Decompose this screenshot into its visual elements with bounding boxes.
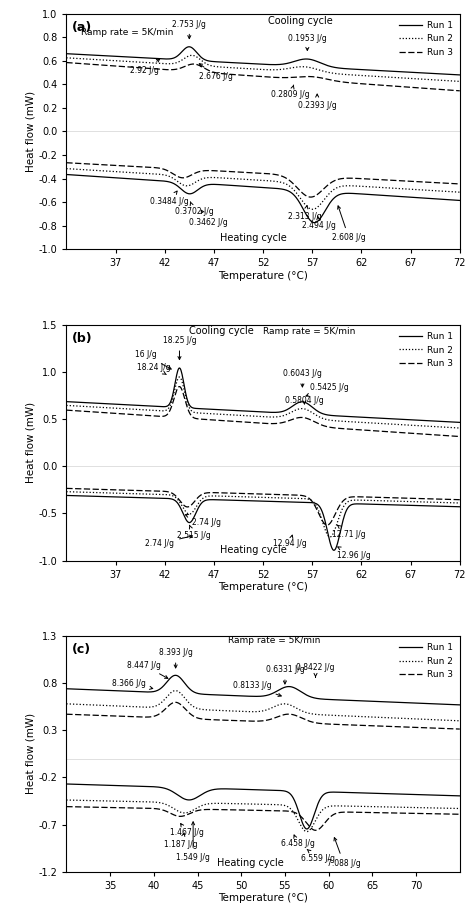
X-axis label: Temperature (°C): Temperature (°C) [218,271,308,281]
Y-axis label: Heat flow (mW): Heat flow (mW) [26,91,36,172]
Text: 0.5804 J/g: 0.5804 J/g [285,396,324,405]
Text: 18.25 J/g: 18.25 J/g [163,336,196,360]
Text: Ramp rate = 5K/min: Ramp rate = 5K/min [263,327,356,336]
Y-axis label: Heat flow (mW): Heat flow (mW) [26,402,36,483]
Text: 2.753 J/g: 2.753 J/g [173,20,206,39]
Y-axis label: Heat flow (mW): Heat flow (mW) [26,714,36,794]
Text: 0.8133 J/g: 0.8133 J/g [233,681,281,696]
Text: 12.94 J/g: 12.94 J/g [273,535,307,548]
Text: Heating cycle: Heating cycle [220,545,287,555]
Text: 6.458 J/g: 6.458 J/g [281,835,314,848]
Text: Ramp rate = 5K/min: Ramp rate = 5K/min [81,28,173,37]
Text: 2.74 J/g: 2.74 J/g [145,535,192,548]
Text: 0.3484 J/g: 0.3484 J/g [150,191,189,205]
Text: 0.3702 J/g: 0.3702 J/g [174,202,213,216]
Text: 0.2809 J/g: 0.2809 J/g [271,85,310,100]
Text: Cooling cycle: Cooling cycle [189,326,254,336]
Text: Heating cycle: Heating cycle [217,858,283,868]
Text: 2.92 J/g: 2.92 J/g [130,59,160,74]
Legend: Run 1, Run 2, Run 3: Run 1, Run 2, Run 3 [397,18,455,60]
Text: 1.549 J/g: 1.549 J/g [176,822,210,862]
Text: 16 J/g: 16 J/g [135,350,171,369]
Text: 1.187 J/g: 1.187 J/g [164,834,198,849]
Text: Ramp rate = 5K/min: Ramp rate = 5K/min [228,637,320,646]
Text: 8.393 J/g: 8.393 J/g [159,648,192,668]
Text: (c): (c) [72,643,91,656]
Text: 18.24 J/g: 18.24 J/g [137,362,171,374]
Text: 1.467 J/g: 1.467 J/g [170,824,203,836]
Text: Heating cycle: Heating cycle [220,233,287,243]
Text: 0.8422 J/g: 0.8422 J/g [296,663,335,677]
Text: Cooling cycle: Cooling cycle [268,16,333,26]
Text: 0.3462 J/g: 0.3462 J/g [189,210,228,227]
Legend: Run 1, Run 2, Run 3: Run 1, Run 2, Run 3 [397,330,455,370]
Text: (b): (b) [72,331,93,345]
X-axis label: Temperature (°C): Temperature (°C) [218,582,308,592]
Text: 2.313 J/g: 2.313 J/g [288,205,321,221]
Text: (a): (a) [72,21,92,34]
Text: 7.088 J/g: 7.088 J/g [327,837,361,868]
Text: 0.1953 J/g: 0.1953 J/g [288,34,327,51]
Legend: Run 1, Run 2, Run 3: Run 1, Run 2, Run 3 [397,640,455,682]
Text: 2.676 J/g: 2.676 J/g [199,64,233,81]
Text: 6.559 J/g: 6.559 J/g [301,849,335,863]
Text: 2.515 J/g: 2.515 J/g [176,525,210,539]
Text: 2.74 J/g: 2.74 J/g [185,514,221,528]
Text: 0.6331 J/g: 0.6331 J/g [265,666,304,684]
Text: 0.5425 J/g: 0.5425 J/g [306,382,349,397]
X-axis label: Temperature (°C): Temperature (°C) [218,893,308,903]
Text: 2.494 J/g: 2.494 J/g [302,216,336,231]
Text: 8.366 J/g: 8.366 J/g [112,678,153,689]
Text: 0.2393 J/g: 0.2393 J/g [298,94,337,110]
Text: 12.96 J/g: 12.96 J/g [337,547,371,560]
Text: 0.6043 J/g: 0.6043 J/g [283,370,322,387]
Text: 12.71 J/g: 12.71 J/g [332,525,365,538]
Text: 2.608 J/g: 2.608 J/g [332,206,365,242]
Text: 8.447 J/g: 8.447 J/g [127,661,168,678]
